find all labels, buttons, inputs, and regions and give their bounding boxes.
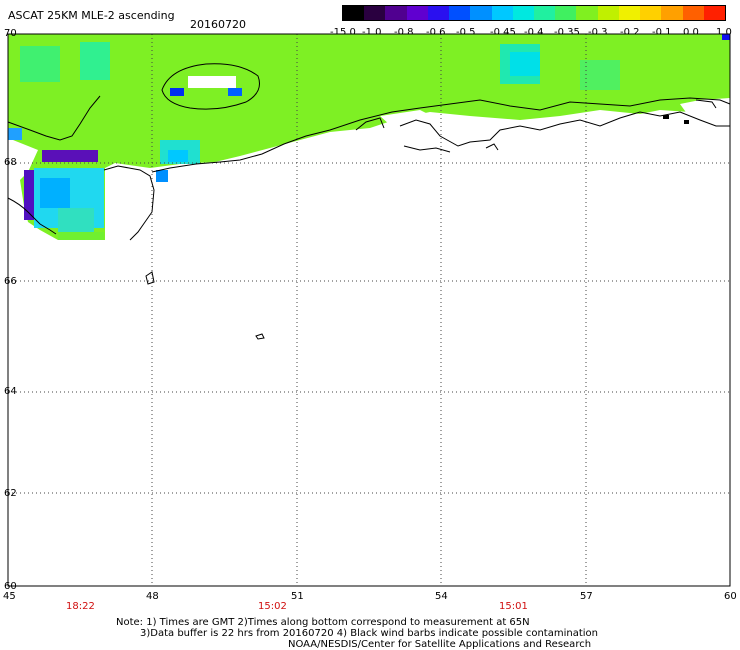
lat-label: 60 <box>4 581 17 592</box>
islet-marker <box>684 120 689 124</box>
colorbar-swatch <box>597 6 619 20</box>
lon-label: 54 <box>435 591 448 602</box>
coastline <box>7 63 731 340</box>
lat-label: 64 <box>4 386 17 397</box>
colorbar-label: -0.6 <box>426 27 446 38</box>
colorbar-label: 0.0 <box>683 27 699 38</box>
colorbar-swatch <box>661 6 683 20</box>
colorbar-swatch <box>449 6 471 20</box>
colorbar <box>342 5 726 21</box>
product-title: ASCAT 25KM MLE-2 ascending <box>8 9 175 22</box>
colorbar-swatch <box>491 6 513 20</box>
lon-label: 51 <box>291 591 304 602</box>
colorbar-label: -0.2 <box>620 27 640 38</box>
lat-label: 66 <box>4 276 17 287</box>
pass-time: 15:01 <box>499 601 528 612</box>
colorbar-swatch <box>343 6 365 20</box>
colorbar-label: -1.0 <box>362 27 382 38</box>
colorbar-swatch <box>640 6 662 20</box>
colorbar-swatch <box>618 6 641 20</box>
wind-data-swath <box>8 34 730 240</box>
lat-label: 62 <box>4 488 17 499</box>
pass-time: 18:22 <box>66 601 95 612</box>
colorbar-swatch <box>682 6 704 20</box>
colorbar-label: -0.45 <box>490 27 516 38</box>
colorbar-swatch <box>576 6 598 20</box>
colorbar-label: -0.35 <box>554 27 580 38</box>
colorbar-swatch <box>470 6 492 20</box>
islet-marker <box>663 115 669 119</box>
colorbar-swatch <box>406 6 428 20</box>
lon-label: 57 <box>580 591 593 602</box>
note-line-1: Note: 1) Times are GMT 2)Times along bot… <box>116 617 530 628</box>
colorbar-label: 1.0 <box>716 27 732 38</box>
colorbar-swatch <box>703 6 725 20</box>
colorbar-label: -15.0 <box>330 27 356 38</box>
colorbar-swatch <box>533 6 556 20</box>
colorbar-label: -0.8 <box>394 27 414 38</box>
colorbar-label: -0.4 <box>524 27 544 38</box>
note-line-3: NOAA/NESDIS/Center for Satellite Applica… <box>288 639 592 650</box>
lat-label: 70 <box>4 28 17 39</box>
lon-label: 45 <box>3 591 16 602</box>
lat-label: 68 <box>4 157 17 168</box>
colorbar-swatch <box>364 6 386 20</box>
product-date: 20160720 <box>190 18 246 31</box>
graticule <box>8 34 730 586</box>
colorbar-labels: -15.0 -1.0 -0.8 -0.6 -0.5 -0.45 -0.4 -0.… <box>330 27 735 39</box>
note-line-2: 3)Data buffer is 22 hrs from 20160720 4)… <box>140 628 598 639</box>
colorbar-swatch <box>512 6 534 20</box>
colorbar-label: -0.5 <box>456 27 476 38</box>
colorbar-label: -0.1 <box>652 27 672 38</box>
lon-label: 48 <box>146 591 159 602</box>
map-frame <box>7 33 731 587</box>
colorbar-swatch <box>555 6 577 20</box>
colorbar-swatch <box>385 6 407 20</box>
colorbar-swatch <box>427 6 450 20</box>
pass-time: 15:02 <box>258 601 287 612</box>
lon-label: 60 <box>724 591 737 602</box>
colorbar-label: -0.3 <box>588 27 608 38</box>
